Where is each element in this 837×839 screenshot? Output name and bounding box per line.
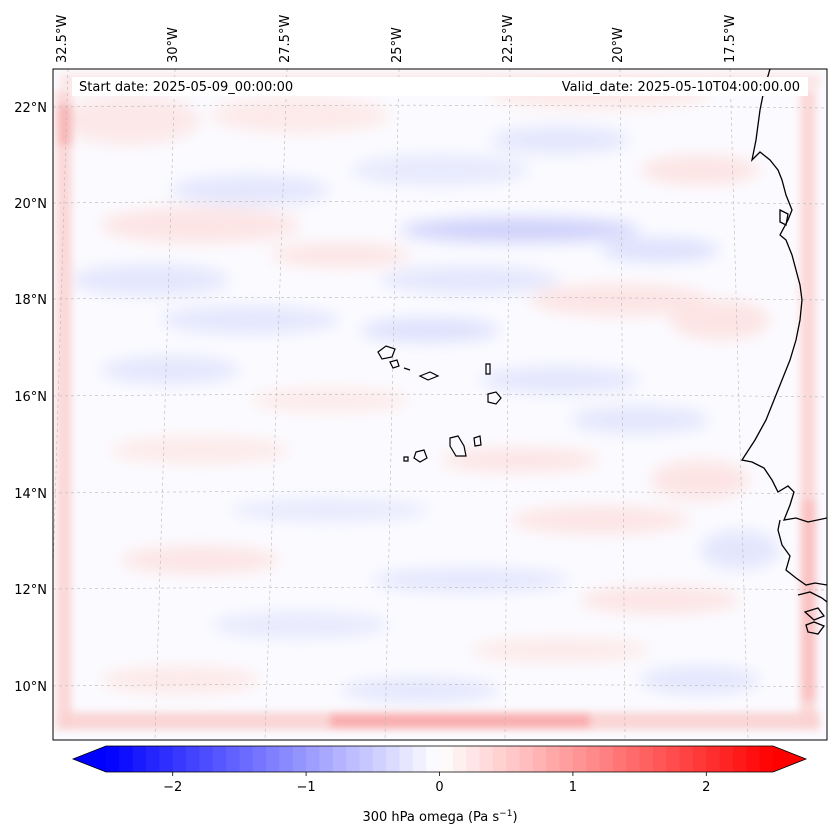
colorbar-cell — [226, 746, 240, 772]
colorbar-tick-label: −2 — [163, 780, 182, 795]
lon-label-17-5w: 17.5°W — [723, 15, 738, 63]
colorbar-title: 300 hPa omega (Pa s−1) — [362, 809, 517, 825]
colorbar-cell — [252, 746, 267, 772]
colorbar-cell — [559, 746, 574, 772]
colorbar-cell — [706, 746, 721, 772]
colorbar-max-extend — [773, 746, 806, 772]
colorbar-cell — [452, 746, 467, 772]
colorbar-cell — [759, 746, 774, 772]
colorbar-cell — [386, 746, 400, 772]
colorbar-cells — [106, 746, 774, 772]
colorbar-outline — [71, 745, 808, 773]
colorbar-cell — [106, 746, 120, 772]
colorbar-cell — [506, 746, 521, 772]
colorbar-cell — [319, 746, 334, 772]
colorbar-cell — [426, 746, 440, 772]
colorbar-cell — [519, 746, 534, 772]
colorbar-cell — [239, 746, 254, 772]
colorbar-cell — [639, 746, 654, 772]
lat-label-22n: 22°N — [14, 101, 47, 116]
colorbar-cell — [479, 746, 494, 772]
colorbar-ticks: −2 −1 0 1 2 — [163, 772, 710, 795]
colorbar-cell — [332, 746, 347, 772]
colorbar-tick-label: 1 — [569, 780, 577, 795]
cape-verde-islands — [377, 345, 502, 463]
lon-label-27-5w: 27.5°W — [278, 15, 293, 63]
colorbar-cell — [159, 746, 174, 772]
colorbar-title-main: 300 hPa omega (Pa s — [362, 810, 499, 825]
colorbar-cell — [466, 746, 481, 772]
colorbar-cell — [666, 746, 681, 772]
omega-field — [53, 69, 827, 740]
lon-label-20w: 20°W — [611, 27, 626, 63]
colorbar-title-exponent: −1 — [499, 809, 512, 819]
colorbar-cell — [732, 746, 747, 772]
coastline — [740, 69, 827, 635]
lat-label-20n: 20°N — [14, 197, 47, 212]
colorbar: −2 −1 0 1 2 300 hPa omega (Pa s−1) — [71, 745, 808, 825]
colorbar-tick-label: 0 — [435, 780, 443, 795]
colorbar-cell — [306, 746, 320, 772]
lat-label-14n: 14°N — [14, 487, 47, 502]
colorbar-title-close: ) — [512, 810, 517, 825]
lat-label-18n: 18°N — [14, 293, 47, 308]
colorbar-cell — [599, 746, 614, 772]
info-banner: Start date: 2025-05-09_00:00:00 Valid_da… — [72, 77, 808, 96]
colorbar-cell — [266, 746, 280, 772]
colorbar-cell — [119, 746, 134, 772]
colorbar-cell — [186, 746, 200, 772]
colorbar-cell — [292, 746, 307, 772]
colorbar-cell — [612, 746, 627, 772]
colorbar-cell — [346, 746, 360, 772]
colorbar-min-extend — [73, 746, 106, 772]
latitude-labels: 22°N 20°N 18°N 16°N 14°N 12°N 10°N — [14, 101, 47, 695]
colorbar-cell — [532, 746, 547, 772]
valid-date-text: Valid_date: 2025-05-10T04:00:00.00 — [562, 80, 800, 95]
colorbar-tick-label: −1 — [297, 780, 316, 795]
colorbar-cell — [439, 746, 454, 772]
colorbar-cell — [492, 746, 507, 772]
colorbar-cell — [372, 746, 387, 772]
colorbar-cell — [546, 746, 561, 772]
colorbar-cell — [412, 746, 427, 772]
longitude-labels: 32.5°W 30°W 27.5°W 25°W 22.5°W 20°W 17.5… — [55, 15, 738, 63]
lat-label-10n: 10°N — [14, 680, 47, 695]
colorbar-cell — [146, 746, 160, 772]
graticule — [53, 69, 827, 740]
colorbar-cell — [132, 746, 147, 772]
colorbar-cell — [746, 746, 761, 772]
colorbar-cell — [212, 746, 227, 772]
colorbar-cell — [586, 746, 601, 772]
omega-field-patches — [60, 81, 780, 702]
colorbar-cell — [359, 746, 374, 772]
colorbar-cell — [199, 746, 214, 772]
colorbar-cell — [679, 746, 694, 772]
lat-label-16n: 16°N — [14, 390, 47, 405]
colorbar-cell — [626, 746, 641, 772]
lat-label-12n: 12°N — [14, 583, 47, 598]
colorbar-cell — [692, 746, 707, 772]
colorbar-cell — [279, 746, 294, 772]
colorbar-cell — [719, 746, 734, 772]
colorbar-cell — [652, 746, 667, 772]
colorbar-cell — [172, 746, 187, 772]
map-frame — [52, 68, 828, 741]
start-date-text: Start date: 2025-05-09_00:00:00 — [79, 80, 293, 95]
lon-label-32-5w: 32.5°W — [55, 15, 70, 63]
lon-label-25w: 25°W — [390, 27, 405, 63]
colorbar-cell — [399, 746, 414, 772]
colorbar-cell — [572, 746, 587, 772]
colorbar-tick-label: 2 — [702, 780, 710, 795]
lon-label-30w: 30°W — [166, 27, 181, 63]
lon-label-22-5w: 22.5°W — [501, 15, 516, 63]
